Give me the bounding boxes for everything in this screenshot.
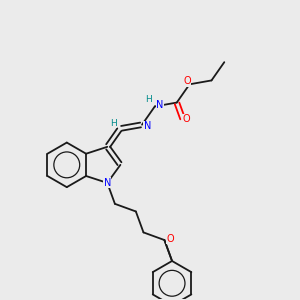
Text: N: N — [156, 100, 164, 110]
Text: N: N — [103, 178, 111, 188]
Text: O: O — [183, 114, 190, 124]
Text: H: H — [110, 119, 117, 128]
Text: O: O — [167, 234, 174, 244]
Text: H: H — [146, 95, 152, 104]
Text: N: N — [143, 121, 151, 131]
Text: O: O — [183, 76, 191, 86]
